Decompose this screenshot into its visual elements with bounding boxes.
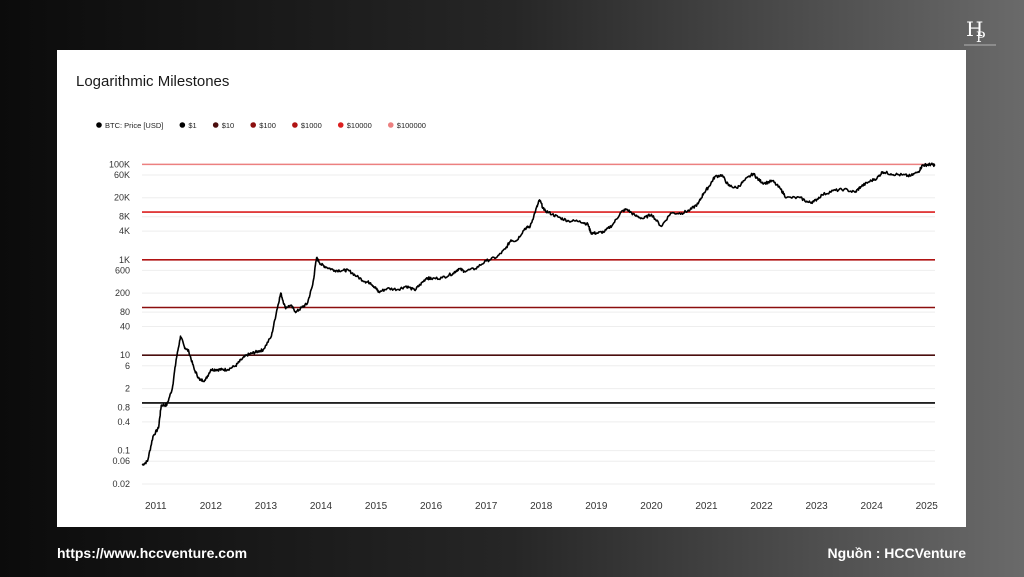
footer-url[interactable]: https://www.hccventure.com — [57, 545, 248, 561]
x-tick-label: 2024 — [861, 501, 884, 512]
legend-dot — [387, 122, 394, 128]
y-tick-label: 0.02 — [112, 479, 130, 489]
y-tick-label: 8K — [119, 212, 130, 222]
series-layer — [141, 162, 936, 466]
x-tick-label: 2015 — [365, 501, 388, 512]
x-tick-label: 2023 — [805, 501, 828, 512]
y-tick-label: 0.1 — [117, 446, 130, 456]
x-tick-label: 2019 — [585, 501, 608, 512]
hcc-monogram-logo: H P — [964, 17, 996, 46]
x-tick-label: 2016 — [420, 501, 443, 512]
y-axis-ticks: 100K60K20K8K4K1K600200804010620.80.40.10… — [109, 159, 130, 489]
legend-label: BTC: Price [USD] — [105, 121, 163, 130]
x-tick-label: 2018 — [530, 501, 553, 512]
btc-price-line — [141, 162, 936, 466]
x-tick-label: 2011 — [145, 501, 167, 512]
y-tick-label: 80 — [120, 307, 130, 317]
y-tick-label: 600 — [115, 265, 130, 275]
y-tick-label: 6 — [125, 361, 130, 371]
legend-label: $1000 — [301, 121, 322, 130]
btc-log-chart: 100K60K20K8K4K1K600200804010620.80.40.10… — [96, 121, 938, 512]
legend-label: $1 — [188, 121, 196, 130]
y-tick-label: 100K — [109, 159, 130, 169]
svg-text:H: H — [966, 17, 983, 41]
y-tick-label: 10 — [120, 350, 130, 360]
svg-text:P: P — [976, 30, 985, 46]
chart-title: Logarithmic Milestones — [76, 73, 230, 90]
milestone-lines — [142, 163, 935, 404]
x-tick-label: 2025 — [916, 501, 939, 512]
legend-label: $10000 — [347, 121, 372, 130]
legend-dot — [292, 122, 298, 128]
y-tick-label: 200 — [115, 288, 130, 298]
x-tick-label: 2022 — [750, 501, 773, 512]
y-tick-label: 20K — [114, 193, 130, 203]
legend-label: $100000 — [397, 121, 426, 130]
footer-source: Nguồn : HCCVenture — [827, 545, 966, 561]
x-axis-ticks: 2011 2012 2013 2014 2015 2016 2017 2018 2019 2020… — [145, 501, 938, 512]
y-tick-label: 0.06 — [112, 456, 130, 466]
chart-card: Logarithmic Milestones 100K 60K 20K 8K 4K 1K 6… — [57, 50, 966, 527]
x-tick-label: 2012 — [200, 501, 223, 512]
y-tick-label: 40 — [120, 321, 130, 331]
legend: BTC: Price [USD] $1 $10 $100 $1000 $10000 $100… — [96, 121, 426, 130]
legend-dot — [337, 122, 344, 128]
x-tick-label: 2021 — [695, 501, 718, 512]
y-tick-label: 0.8 — [117, 403, 130, 413]
legend-dot — [96, 122, 102, 128]
y-tick-label: 1K — [119, 255, 130, 265]
legend-label: $10 — [222, 121, 235, 130]
y-tick-label: 2 — [125, 384, 130, 394]
y-tick-label: 60K — [114, 170, 130, 180]
legend-label: $100 — [259, 121, 276, 130]
y-tick-label: 4K — [119, 226, 130, 236]
x-tick-label: 2017 — [475, 501, 498, 512]
x-tick-label: 2013 — [255, 501, 278, 512]
legend-dot — [250, 122, 257, 128]
legend-dot — [212, 122, 219, 128]
y-tick-label: 0.4 — [117, 417, 130, 427]
x-tick-label: 2014 — [310, 501, 333, 512]
x-tick-label: 2020 — [640, 501, 663, 512]
legend-dot — [179, 122, 186, 128]
